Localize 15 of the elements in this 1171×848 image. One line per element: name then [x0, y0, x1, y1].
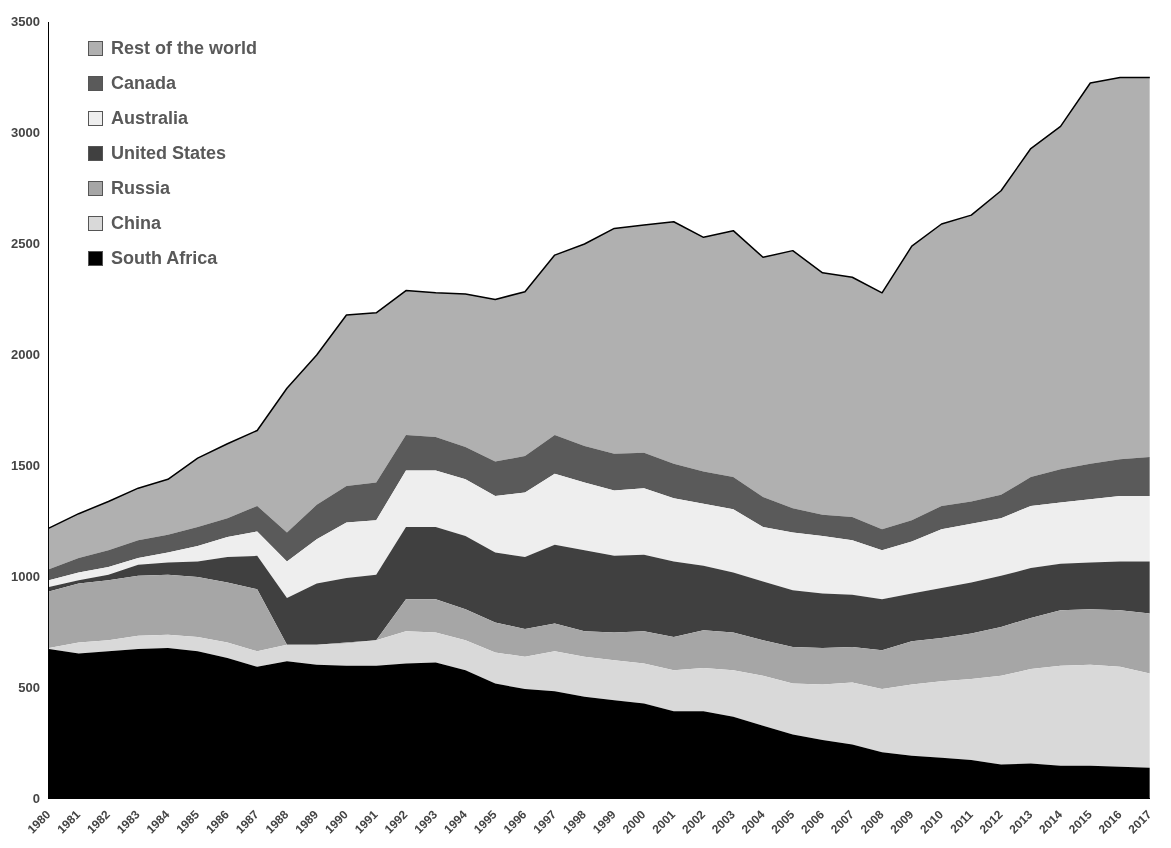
y-tick-label: 3500 — [11, 13, 40, 29]
legend-label: South Africa — [111, 248, 218, 269]
y-tick-label: 1000 — [11, 568, 40, 584]
legend-label: Australia — [111, 108, 189, 129]
legend-label: Russia — [111, 178, 171, 199]
y-tick-label: 2500 — [11, 235, 40, 251]
legend-label: United States — [111, 143, 227, 164]
legend-label: Canada — [111, 73, 177, 94]
y-tick-label: 0 — [32, 790, 40, 806]
legend-label: Rest of the world — [111, 38, 258, 59]
y-tick-label: 1500 — [11, 457, 40, 473]
legend-label: China — [111, 213, 162, 234]
y-tick-label: 500 — [18, 679, 40, 695]
y-tick-label: 2000 — [11, 346, 40, 362]
y-tick-label: 3000 — [11, 124, 40, 140]
